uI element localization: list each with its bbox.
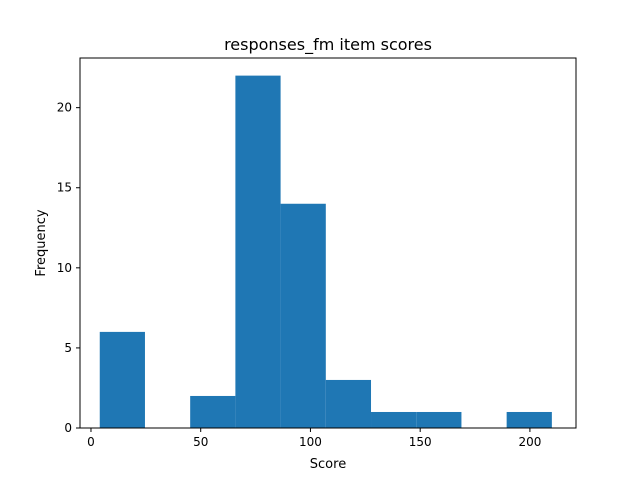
histogram-bar-6 [371, 411, 417, 428]
chart-title: responses_fm item scores [224, 35, 432, 55]
y-axis-ticks: 0 5 10 15 20 [57, 101, 80, 435]
x-axis-label: Score [310, 457, 346, 472]
histogram-bar-3 [235, 75, 281, 428]
histogram-bar-9 [506, 411, 552, 428]
histogram-bar-5 [325, 379, 372, 428]
y-axis-label: Frequency [34, 209, 49, 276]
histogram-bar-2 [190, 395, 236, 428]
bars-group [99, 75, 552, 428]
histogram-bar-4 [280, 203, 326, 428]
x-tick-label-1: 50 [193, 435, 208, 449]
plot-frame [79, 57, 577, 429]
y-tick-label-4: 20 [57, 101, 72, 115]
histogram-bar-7 [416, 411, 462, 428]
x-tick-label-0: 0 [87, 435, 95, 449]
x-axis-ticks: 0 50 100 150 200 [87, 428, 541, 449]
y-tick-label-3: 15 [57, 181, 72, 195]
x-tick-label-3: 150 [409, 435, 432, 449]
y-tick-label-1: 5 [64, 341, 72, 355]
x-tick-label-4: 200 [518, 435, 541, 449]
histogram-bar-0 [99, 331, 145, 428]
y-tick-label-0: 0 [64, 421, 72, 435]
x-tick-label-2: 100 [299, 435, 322, 449]
y-tick-label-2: 10 [57, 261, 72, 275]
